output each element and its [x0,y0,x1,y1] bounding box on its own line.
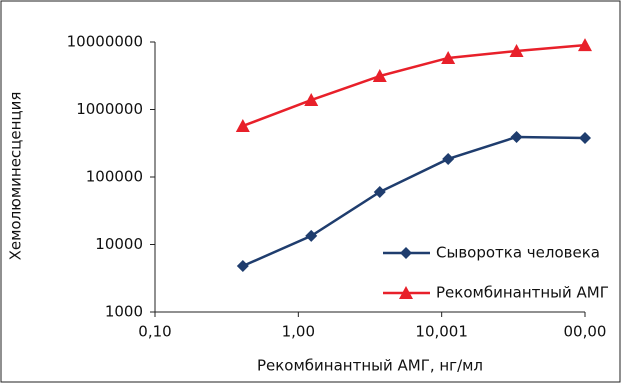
marker [442,152,455,165]
marker [235,118,250,132]
marker [372,69,387,83]
marker [441,50,456,64]
y-tick-label: 1000000 [76,100,143,118]
marker [236,260,249,273]
y-axis-label: Хемолюминесценция [7,92,25,261]
marker [305,229,318,242]
marker [579,132,591,145]
y-tick-label: 100000 [86,168,143,186]
legend-label: Сыворотка человека [436,244,600,262]
marker [578,38,592,52]
x-axis-label: Рекомбинантный АМГ, нг/мл [257,357,483,375]
marker [509,43,524,57]
y-tick-label: 10000 [95,235,143,253]
y-tick-label: 1000 [105,303,143,321]
x-tick-label: 00,00 [564,323,607,341]
marker [510,130,523,143]
x-tick-label: 10,001 [415,323,468,341]
marker [399,286,413,299]
series-line [242,43,586,128]
y-tick-label: 10000000 [67,33,143,51]
marker [400,247,412,259]
marker [304,93,319,107]
x-tick-label: 1,00 [282,323,315,341]
x-tick-label: 0,10 [138,323,171,341]
marker [373,185,386,198]
series-line [242,135,586,268]
legend-label: Рекомбинантный АМГ [436,284,609,302]
